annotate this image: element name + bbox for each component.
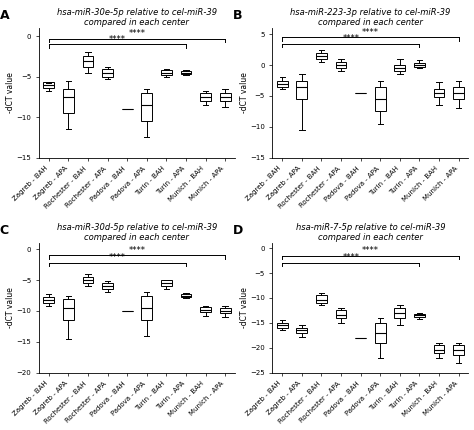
PathPatch shape <box>220 93 230 101</box>
Title: hsa-miR-223-3p relative to cel-miR-39
compared in each center: hsa-miR-223-3p relative to cel-miR-39 co… <box>290 8 451 28</box>
Text: C: C <box>0 224 9 236</box>
Text: A: A <box>0 9 9 22</box>
Text: ****: **** <box>362 28 379 37</box>
Title: hsa-miR-30d-5p relative to cel-miR-39
compared in each center: hsa-miR-30d-5p relative to cel-miR-39 co… <box>57 223 217 243</box>
PathPatch shape <box>102 69 113 77</box>
PathPatch shape <box>82 56 93 67</box>
PathPatch shape <box>414 314 425 317</box>
PathPatch shape <box>200 307 211 312</box>
PathPatch shape <box>161 70 172 75</box>
PathPatch shape <box>453 345 464 355</box>
PathPatch shape <box>296 80 307 99</box>
PathPatch shape <box>200 93 211 101</box>
PathPatch shape <box>375 87 386 111</box>
Text: ****: **** <box>128 29 146 38</box>
PathPatch shape <box>316 53 327 59</box>
PathPatch shape <box>141 93 152 121</box>
Text: ****: **** <box>109 35 126 44</box>
PathPatch shape <box>102 283 113 289</box>
PathPatch shape <box>336 62 346 68</box>
PathPatch shape <box>394 65 405 71</box>
PathPatch shape <box>375 323 386 343</box>
Text: ****: **** <box>109 253 126 262</box>
Text: ****: **** <box>128 246 146 255</box>
Text: ****: **** <box>362 246 379 255</box>
PathPatch shape <box>394 308 405 318</box>
PathPatch shape <box>277 323 288 328</box>
Text: ****: **** <box>342 253 359 262</box>
PathPatch shape <box>82 277 93 283</box>
Y-axis label: -dCT value: -dCT value <box>239 287 248 329</box>
PathPatch shape <box>181 294 191 297</box>
PathPatch shape <box>414 63 425 67</box>
Text: B: B <box>233 9 243 22</box>
PathPatch shape <box>220 308 230 313</box>
Text: D: D <box>233 224 244 236</box>
PathPatch shape <box>453 87 464 99</box>
PathPatch shape <box>181 71 191 74</box>
PathPatch shape <box>336 310 346 318</box>
PathPatch shape <box>141 295 152 320</box>
PathPatch shape <box>434 89 445 97</box>
PathPatch shape <box>277 80 288 87</box>
PathPatch shape <box>316 295 327 303</box>
PathPatch shape <box>161 280 172 286</box>
Y-axis label: -dCT value: -dCT value <box>6 287 15 329</box>
Title: hsa-miR-30e-5p relative to cel-miR-39
compared in each center: hsa-miR-30e-5p relative to cel-miR-39 co… <box>57 8 217 28</box>
PathPatch shape <box>296 328 307 333</box>
PathPatch shape <box>43 82 54 88</box>
Y-axis label: -dCT value: -dCT value <box>239 72 248 114</box>
PathPatch shape <box>63 298 74 320</box>
PathPatch shape <box>434 345 445 353</box>
Title: hsa-miR-7-5p relative to cel-miR-39
compared in each center: hsa-miR-7-5p relative to cel-miR-39 comp… <box>296 223 445 243</box>
PathPatch shape <box>43 298 54 303</box>
PathPatch shape <box>63 89 74 113</box>
Y-axis label: -dCT value: -dCT value <box>6 72 15 114</box>
Text: ****: **** <box>342 34 359 43</box>
